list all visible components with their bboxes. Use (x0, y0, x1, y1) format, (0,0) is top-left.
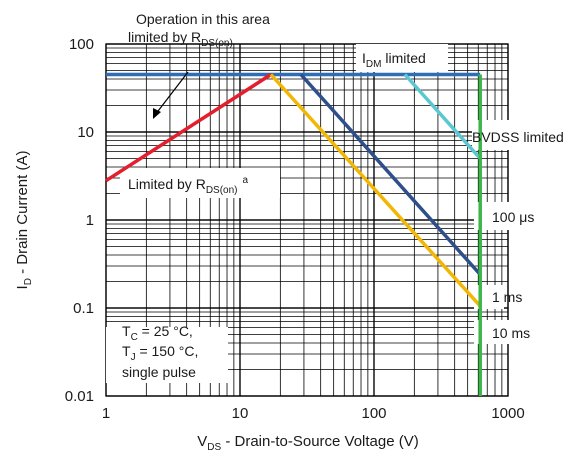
series-rdson (105, 73, 272, 183)
annotation-operation-line2: limited by RDS(on) (128, 29, 233, 49)
y-tick-label: 0.01 (65, 388, 94, 405)
annotation-arrow-line (154, 71, 189, 116)
x-tick-label: 1 (102, 405, 110, 422)
y-tick-label: 0.1 (73, 300, 94, 317)
label-rdson-bg (120, 168, 280, 198)
label-10ms: 10 ms (492, 325, 530, 341)
y-tick-label: 10 (77, 124, 94, 141)
label-idm-bg (356, 44, 448, 72)
condition-tj: TJ = 150 °C, (122, 343, 198, 363)
x-tick-label: 1000 (491, 405, 524, 422)
x-tick-label: 100 (361, 405, 386, 422)
series-dc (269, 73, 482, 308)
label-bvdss-bg (472, 120, 584, 150)
y-tick-label: 100 (69, 36, 94, 53)
tick-labels: 1 10 100 1000 0.01 0.1 1 10 100 (65, 36, 525, 422)
condition-tc: TC = 25 °C, (122, 323, 193, 343)
condition-pulse: single pulse (122, 364, 196, 380)
annotation-operation-line1: Operation in this area (136, 11, 270, 27)
annotation-rdson-limited: Limited by RDS(on)a (128, 175, 249, 196)
label-100us: 100 μs (492, 209, 534, 225)
y-axis-label: ID - Drain Current (A) (14, 151, 34, 290)
label-1ms: 1 ms (492, 289, 522, 305)
x-axis-label: VDS - Drain-to-Source Voltage (V) (197, 433, 419, 453)
annotation-arrow-head (153, 108, 161, 119)
x-tick-label: 10 (232, 405, 249, 422)
series-ms1 (299, 73, 482, 276)
annotation-idm-limited: IDM limited (362, 50, 426, 70)
y-tick-label: 1 (86, 212, 94, 229)
annotation-bvdss-limited: BVDSS limited (472, 129, 564, 145)
chart-grid (105, 43, 509, 397)
conditions-box-bg (106, 327, 228, 383)
series-group (105, 72, 482, 396)
series-us100 (403, 73, 482, 160)
